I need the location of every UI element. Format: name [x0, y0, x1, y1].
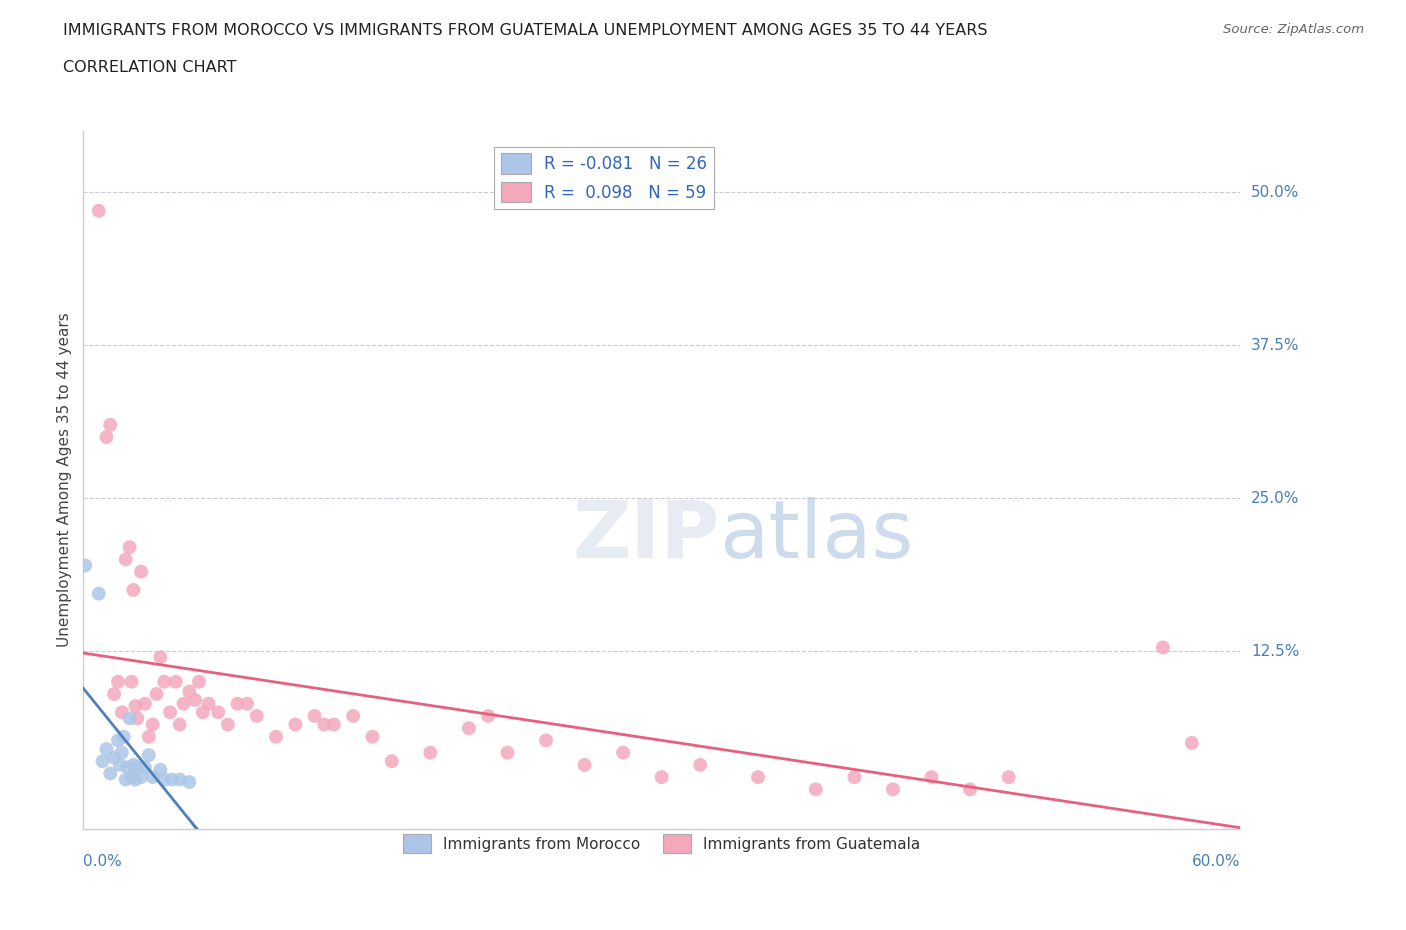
Point — [87, 204, 110, 219]
Point — [689, 757, 711, 772]
Point — [138, 729, 160, 744]
Point — [118, 711, 141, 725]
Point — [114, 551, 136, 566]
Point — [127, 760, 149, 775]
Point — [121, 674, 143, 689]
Point — [160, 772, 183, 787]
Point — [98, 766, 121, 781]
Point — [804, 782, 827, 797]
Point — [107, 674, 129, 689]
Point — [882, 782, 904, 797]
Text: atlas: atlas — [720, 497, 914, 575]
Point — [124, 772, 146, 787]
Point — [197, 697, 219, 711]
Point — [134, 697, 156, 711]
Point — [96, 741, 118, 756]
Point — [179, 684, 201, 699]
Text: 25.0%: 25.0% — [1251, 491, 1299, 506]
Point — [997, 770, 1019, 785]
Point — [75, 558, 97, 573]
Point — [118, 539, 141, 554]
Text: 60.0%: 60.0% — [1191, 854, 1240, 869]
Point — [142, 770, 165, 785]
Point — [114, 772, 136, 787]
Point — [747, 770, 769, 785]
Point — [129, 770, 152, 785]
Point — [111, 745, 134, 760]
Point — [651, 770, 673, 785]
Point — [477, 709, 499, 724]
Point — [165, 674, 187, 689]
Point — [111, 705, 134, 720]
Point — [1181, 736, 1204, 751]
Point — [149, 650, 172, 665]
Y-axis label: Unemployment Among Ages 35 to 44 years: Unemployment Among Ages 35 to 44 years — [58, 312, 72, 647]
Point — [342, 709, 364, 724]
Point — [103, 686, 125, 701]
Point — [184, 693, 207, 708]
Point — [419, 745, 441, 760]
Point — [117, 760, 139, 775]
Point — [169, 717, 191, 732]
Point — [612, 745, 634, 760]
Point — [921, 770, 943, 785]
Point — [134, 760, 156, 775]
Point — [534, 733, 557, 748]
Text: CORRELATION CHART: CORRELATION CHART — [63, 60, 236, 75]
Point — [207, 705, 229, 720]
Point — [124, 698, 146, 713]
Text: 12.5%: 12.5% — [1251, 644, 1299, 658]
Point — [457, 721, 479, 736]
Point — [108, 757, 131, 772]
Point — [91, 754, 114, 769]
Point — [142, 717, 165, 732]
Point — [159, 705, 181, 720]
Point — [959, 782, 981, 797]
Point — [217, 717, 239, 732]
Point — [314, 717, 336, 732]
Point — [98, 418, 121, 432]
Point — [153, 674, 176, 689]
Point — [284, 717, 307, 732]
Point — [129, 565, 152, 579]
Point — [122, 757, 145, 772]
Text: Source: ZipAtlas.com: Source: ZipAtlas.com — [1223, 23, 1364, 36]
Point — [496, 745, 519, 760]
Point — [1152, 640, 1174, 655]
Point — [121, 770, 143, 785]
Point — [112, 729, 135, 744]
Point — [122, 582, 145, 597]
Point — [191, 705, 214, 720]
Legend: Immigrants from Morocco, Immigrants from Guatemala: Immigrants from Morocco, Immigrants from… — [396, 829, 927, 859]
Point — [153, 772, 176, 787]
Point — [87, 586, 110, 601]
Point — [381, 754, 404, 769]
Point — [149, 763, 172, 777]
Point — [127, 711, 149, 725]
Point — [179, 775, 201, 790]
Point — [226, 697, 249, 711]
Point — [236, 697, 259, 711]
Text: ZIP: ZIP — [572, 497, 720, 575]
Text: IMMIGRANTS FROM MOROCCO VS IMMIGRANTS FROM GUATEMALA UNEMPLOYMENT AMONG AGES 35 : IMMIGRANTS FROM MOROCCO VS IMMIGRANTS FR… — [63, 23, 988, 38]
Text: 37.5%: 37.5% — [1251, 338, 1299, 352]
Text: 50.0%: 50.0% — [1251, 185, 1299, 200]
Point — [107, 733, 129, 748]
Point — [138, 748, 160, 763]
Point — [173, 697, 195, 711]
Point — [145, 686, 167, 701]
Point — [188, 674, 211, 689]
Point — [103, 751, 125, 765]
Point — [264, 729, 287, 744]
Point — [844, 770, 866, 785]
Point — [246, 709, 269, 724]
Point — [361, 729, 384, 744]
Point — [169, 772, 191, 787]
Text: 0.0%: 0.0% — [83, 854, 122, 869]
Point — [322, 717, 344, 732]
Point — [304, 709, 326, 724]
Point — [574, 757, 596, 772]
Point — [96, 430, 118, 445]
